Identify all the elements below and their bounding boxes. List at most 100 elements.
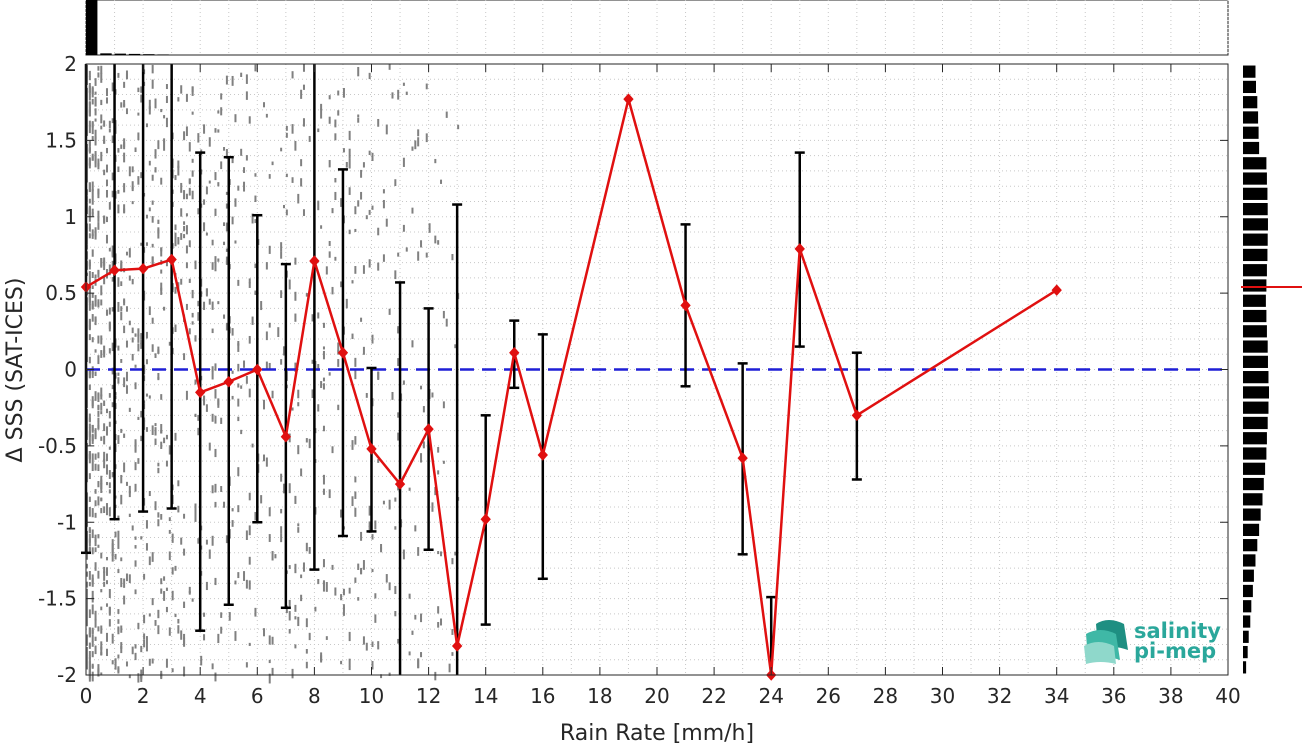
- scatter-point: [211, 301, 214, 310]
- scatter-point: [105, 179, 108, 187]
- x-tick-label: 14: [473, 684, 498, 708]
- scatter-point: [103, 260, 106, 271]
- scatter-point: [157, 229, 160, 239]
- scatter-point: [308, 438, 311, 449]
- scatter-point: [137, 112, 140, 116]
- scatter-point: [220, 161, 223, 170]
- scatter-point: [91, 189, 94, 197]
- scatter-point: [103, 169, 106, 176]
- scatter-point: [354, 476, 357, 483]
- top-hist-bar: [143, 54, 155, 55]
- scatter-point: [120, 306, 123, 311]
- scatter-point: [157, 140, 160, 150]
- scatter-point: [254, 64, 257, 72]
- scatter-point: [360, 567, 363, 575]
- scatter-point: [97, 417, 100, 422]
- scatter-point: [408, 651, 411, 656]
- scatter-point: [117, 654, 120, 659]
- scatter-point: [123, 578, 126, 588]
- scatter-point: [154, 353, 157, 358]
- scatter-point: [214, 256, 217, 261]
- scatter-point: [243, 167, 246, 173]
- scatter-point: [117, 609, 120, 614]
- scatter-point: [434, 486, 437, 496]
- scatter-point: [143, 633, 146, 640]
- scatter-point: [157, 377, 160, 381]
- scatter-point: [100, 436, 103, 441]
- scatter-point: [163, 115, 166, 119]
- scatter-point: [291, 177, 294, 183]
- scatter-point: [374, 520, 377, 530]
- scatter-point: [137, 334, 140, 343]
- scatter-point: [208, 180, 211, 184]
- scatter-point: [371, 334, 374, 344]
- scatter-point: [131, 186, 134, 192]
- scatter-point: [211, 413, 214, 422]
- scatter-point: [134, 444, 137, 452]
- scatter-point: [214, 448, 217, 458]
- scatter-point: [148, 207, 151, 212]
- scatter-point: [91, 153, 94, 161]
- scatter-point: [88, 76, 91, 81]
- scatter-point: [157, 609, 160, 619]
- scatter-point: [348, 148, 351, 159]
- scatter-point: [86, 648, 88, 654]
- scatter-point: [297, 523, 300, 527]
- scatter-point: [111, 633, 114, 640]
- y-tick-label: 2: [64, 52, 77, 76]
- scatter-point: [394, 497, 397, 502]
- data-point: [1051, 284, 1062, 296]
- right-hist-bar: [1243, 172, 1267, 185]
- scatter-point: [362, 560, 365, 570]
- scatter-point: [94, 645, 97, 655]
- scatter-point: [357, 200, 360, 207]
- scatter-point: [371, 661, 374, 670]
- scatter-point: [374, 614, 377, 623]
- scatter-point: [205, 186, 208, 195]
- scatter-point: [94, 562, 97, 571]
- scatter-point: [308, 547, 311, 554]
- scatter-point: [103, 435, 106, 445]
- scatter-point: [354, 206, 357, 215]
- scatter-point: [322, 322, 325, 328]
- scatter-point: [145, 636, 148, 646]
- scatter-point: [97, 544, 100, 548]
- scatter-point: [208, 298, 211, 305]
- scatter-point: [191, 86, 194, 96]
- scatter-point: [243, 571, 246, 581]
- scatter-point: [108, 120, 111, 129]
- scatter-point: [245, 530, 248, 540]
- scatter-point: [165, 117, 168, 128]
- scatter-point: [254, 173, 257, 177]
- scatter-point: [368, 525, 371, 533]
- scatter-point: [194, 413, 197, 417]
- scatter-point: [237, 467, 240, 477]
- right-hist-bar: [1243, 294, 1266, 307]
- scatter-point: [91, 196, 94, 205]
- scatter-point: [345, 298, 348, 309]
- scatter-point: [225, 322, 228, 331]
- scatter-point: [120, 625, 123, 633]
- scatter-point: [105, 88, 108, 93]
- scatter-point: [185, 193, 188, 200]
- scatter-point: [225, 191, 228, 195]
- scatter-point: [148, 556, 151, 566]
- scatter-point: [317, 579, 320, 585]
- scatter-point: [417, 658, 420, 669]
- scatter-point: [88, 280, 91, 285]
- scatter-point: [88, 287, 91, 294]
- scatter-point: [260, 301, 263, 311]
- scatter-point: [297, 527, 300, 533]
- scatter-point: [100, 641, 103, 650]
- scatter-point: [151, 552, 154, 562]
- scatter-point: [217, 129, 220, 133]
- scatter-point: [362, 162, 365, 168]
- scatter-point: [128, 485, 131, 494]
- scatter-point: [422, 406, 425, 413]
- scatter-point: [440, 551, 443, 557]
- scatter-point: [143, 639, 146, 648]
- x-tick-label: 18: [587, 684, 612, 708]
- scatter-point: [188, 586, 191, 594]
- scatter-point: [220, 626, 223, 634]
- scatter-point: [248, 642, 251, 646]
